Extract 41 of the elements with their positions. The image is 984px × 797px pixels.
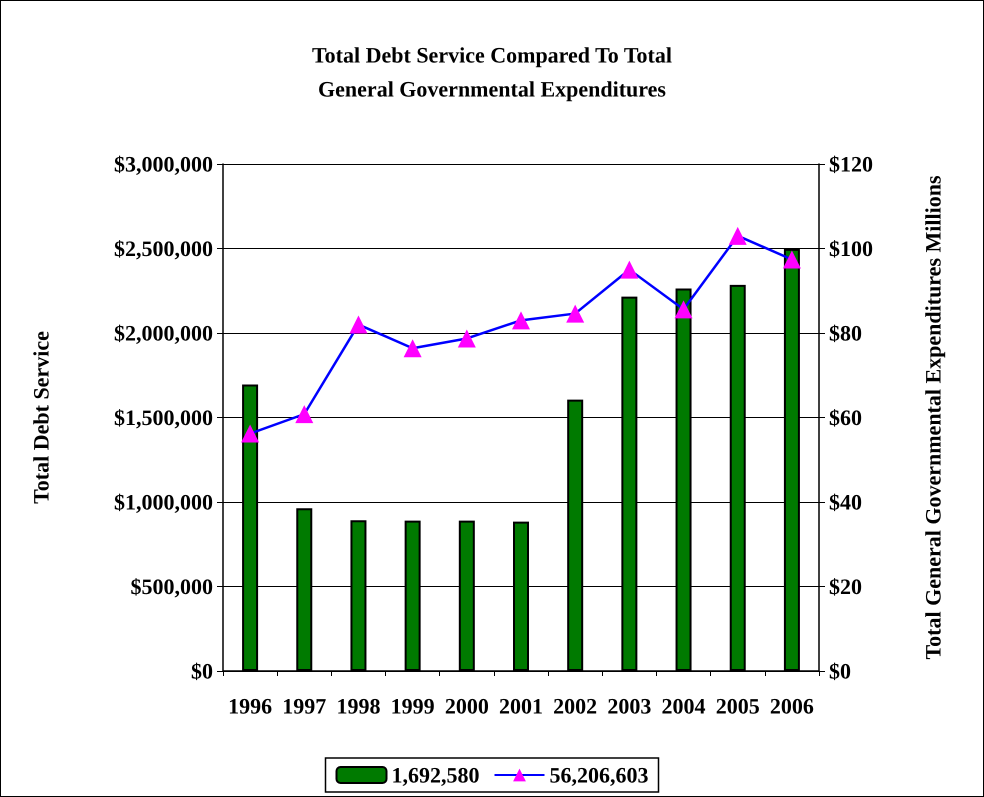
x-tick-label: 2004: [662, 694, 706, 718]
legend-label: 56,206,603: [550, 762, 648, 788]
x-tick-label: 2000: [444, 694, 489, 718]
y-tick-label: $1,500,000: [114, 405, 213, 430]
y2-tick-label: $120: [829, 152, 873, 176]
y-tick-label: $500,000: [130, 574, 213, 599]
point: [674, 300, 693, 318]
x-tick-label: 2003: [607, 694, 652, 718]
point: [728, 226, 747, 245]
point: [458, 329, 476, 348]
y2-axis-title: Total General Governmental Expenditures Millions: [920, 175, 946, 660]
point: [566, 304, 584, 323]
point: [782, 250, 801, 268]
y2-tick-label: $20: [829, 574, 862, 599]
y2-tick-label: $60: [829, 405, 862, 430]
x-tick-label: 2002: [553, 694, 598, 718]
y2-tick-label: $100: [829, 236, 873, 261]
y-tick-label: $3,000,000: [114, 152, 213, 176]
y2-tick-label: $40: [829, 490, 862, 514]
point: [241, 424, 260, 443]
x-tick-label: 1996: [228, 694, 272, 718]
y-tick-label: $2,000,000: [114, 320, 213, 346]
x-tick-label: 1998: [336, 694, 380, 718]
point: [620, 260, 638, 279]
x-tick-label: 2001: [499, 694, 543, 718]
point: [512, 311, 530, 330]
y2-tick-label: $80: [829, 320, 862, 346]
y-tick-label: $0: [191, 658, 213, 684]
y-tick-label: $1,000,000: [114, 490, 213, 514]
x-tick-label: 2005: [716, 694, 760, 718]
point: [404, 339, 422, 358]
y2-tick-label: $0: [829, 658, 851, 684]
chart-title: Total Debt Service Compared To Total General Governmental Expenditures: [312, 42, 672, 102]
x-tick-label: 1997: [282, 694, 326, 718]
y-tick-label: $2,500,000: [114, 236, 213, 261]
point: [295, 405, 314, 424]
point: [349, 316, 368, 334]
x-tick-label: 2006: [770, 694, 814, 718]
x-tick-label: 1999: [390, 694, 435, 718]
legend-label: 1,692,580: [392, 762, 480, 788]
y-axis-title: Total Debt Service: [28, 330, 54, 504]
